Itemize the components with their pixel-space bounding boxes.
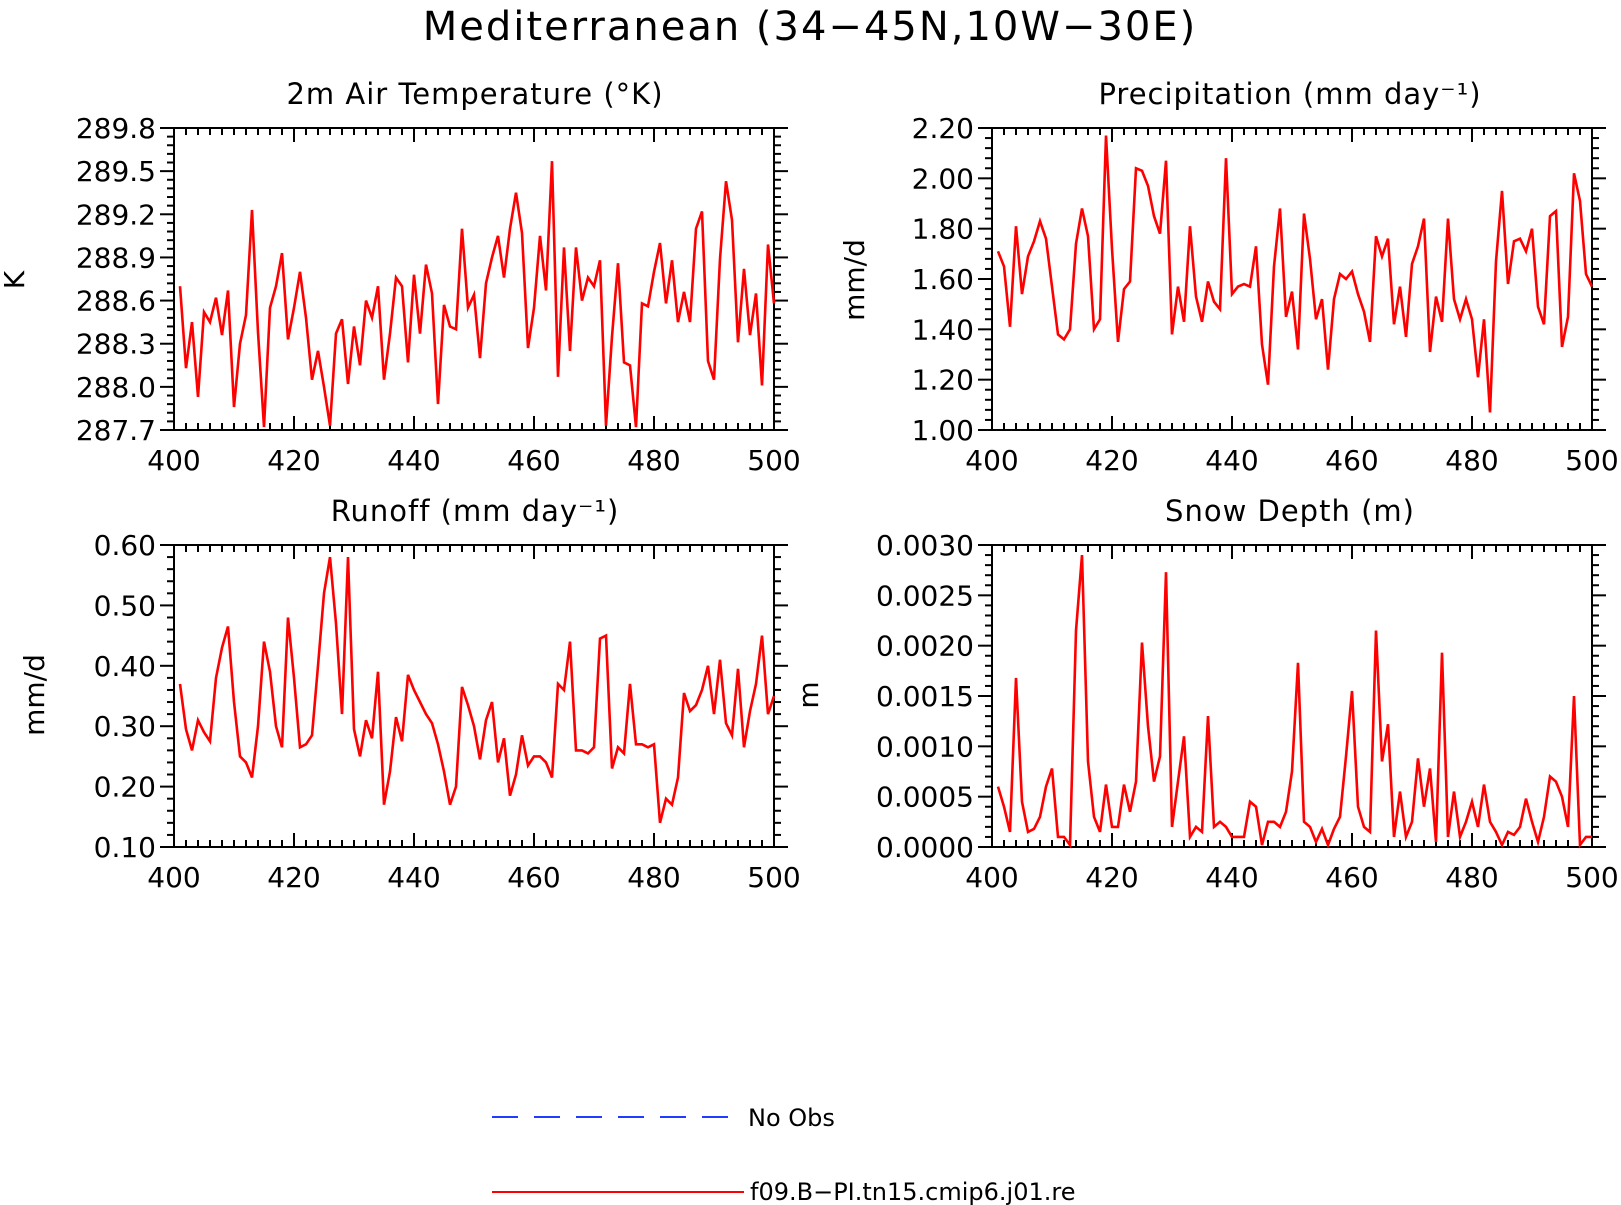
y-tick-label: 0.0005 — [876, 781, 974, 814]
panel-title: 2m Air Temperature (°K) — [286, 77, 663, 111]
x-tick-label: 420 — [267, 861, 320, 894]
x-tick-label: 480 — [627, 861, 680, 894]
x-tick-label: 480 — [1445, 861, 1498, 894]
x-tick-label: 480 — [627, 444, 680, 477]
panel-snow-depth: Snow Depth (m) m 400 420 440 460 480 500 0.000… — [792, 494, 1619, 894]
y-tick-label: 1.80 — [912, 213, 974, 246]
y-tick-label: 288.6 — [76, 285, 156, 318]
y-tick-label: 0.20 — [94, 771, 156, 804]
plot-frame — [173, 127, 775, 431]
y-tick-label: 1.00 — [912, 414, 974, 447]
x-tick-label: 400 — [147, 861, 200, 894]
y-tick-label: 1.20 — [912, 364, 974, 397]
x-tick-label: 440 — [1205, 444, 1258, 477]
figure-title: Mediterranean (34−45N,10W−30E) — [423, 4, 1197, 50]
x-tick-label: 440 — [387, 861, 440, 894]
series-line — [996, 554, 1592, 849]
y-tick-label: 1.60 — [912, 263, 974, 296]
panel-air-temperature: 2m Air Temperature (°K) K 400 420 440 460 48… — [0, 77, 801, 477]
y-tick-label: 1.40 — [912, 313, 974, 346]
panel-title: Snow Depth (m) — [1165, 494, 1415, 528]
y-tick-label: 0.40 — [94, 650, 156, 683]
panel-title: Precipitation (mm day⁻¹) — [1098, 77, 1481, 111]
y-axis-label: m — [792, 681, 825, 708]
y-tick-label: 289.2 — [76, 198, 156, 231]
y-axis-label: K — [0, 270, 31, 289]
x-tick-label: 420 — [1085, 444, 1138, 477]
series-line — [178, 161, 776, 428]
x-tick-label: 400 — [147, 444, 200, 477]
x-tick-label: 500 — [1565, 444, 1618, 477]
panel-title: Runoff (mm day⁻¹) — [331, 494, 620, 528]
x-tick-label: 420 — [1085, 861, 1138, 894]
x-tick-label: 480 — [1445, 444, 1498, 477]
x-tick-label: 440 — [1205, 861, 1258, 894]
y-tick-label: 288.3 — [76, 328, 156, 361]
y-axis-label: mm/d — [838, 239, 871, 321]
x-tick-label: 460 — [507, 861, 560, 894]
x-tick-label: 500 — [747, 444, 800, 477]
x-tick-label: 460 — [1325, 861, 1378, 894]
plot-frame — [991, 127, 1593, 431]
legend-label-no-obs: No Obs — [748, 1104, 835, 1132]
y-tick-label: 2.00 — [912, 162, 974, 195]
panel-runoff: Runoff (mm day⁻¹) mm/d 400 420 440 460 480 50… — [18, 494, 801, 894]
x-tick-label: 420 — [267, 444, 320, 477]
x-tick-label: 440 — [387, 444, 440, 477]
y-tick-label: 288.0 — [76, 371, 156, 404]
y-tick-label: 2.20 — [912, 112, 974, 145]
y-tick-label: 287.7 — [76, 414, 156, 447]
x-tick-label: 460 — [507, 444, 560, 477]
series-line — [178, 556, 776, 824]
y-tick-label: 0.0020 — [876, 630, 974, 663]
y-tick-label: 0.0015 — [876, 680, 974, 713]
y-axis-label: mm/d — [18, 654, 51, 736]
panel-precipitation: Precipitation (mm day⁻¹) mm/d 400 420 440 4… — [838, 77, 1619, 477]
y-tick-label: 0.50 — [94, 589, 156, 622]
y-tick-label: 289.8 — [76, 112, 156, 145]
y-tick-label: 0.0010 — [876, 730, 974, 763]
y-tick-label: 0.0025 — [876, 579, 974, 612]
y-tick-label: 0.60 — [94, 529, 156, 562]
legend: No Obs f09.B−PI.tn15.cmip6.j01.re — [492, 1104, 1075, 1205]
y-tick-label: 0.30 — [94, 710, 156, 743]
y-tick-label: 289.5 — [76, 155, 156, 188]
y-tick-label: 288.9 — [76, 241, 156, 274]
x-tick-label: 500 — [1565, 861, 1618, 894]
series-line — [996, 135, 1594, 413]
x-tick-label: 500 — [747, 861, 800, 894]
y-tick-label: 0.10 — [94, 831, 156, 864]
x-tick-label: 400 — [965, 861, 1018, 894]
y-tick-label: 0.0000 — [876, 831, 974, 864]
y-tick-label: 0.0030 — [876, 529, 974, 562]
x-tick-label: 400 — [965, 444, 1018, 477]
x-tick-label: 460 — [1325, 444, 1378, 477]
legend-label-model: f09.B−PI.tn15.cmip6.j01.re — [750, 1178, 1075, 1205]
